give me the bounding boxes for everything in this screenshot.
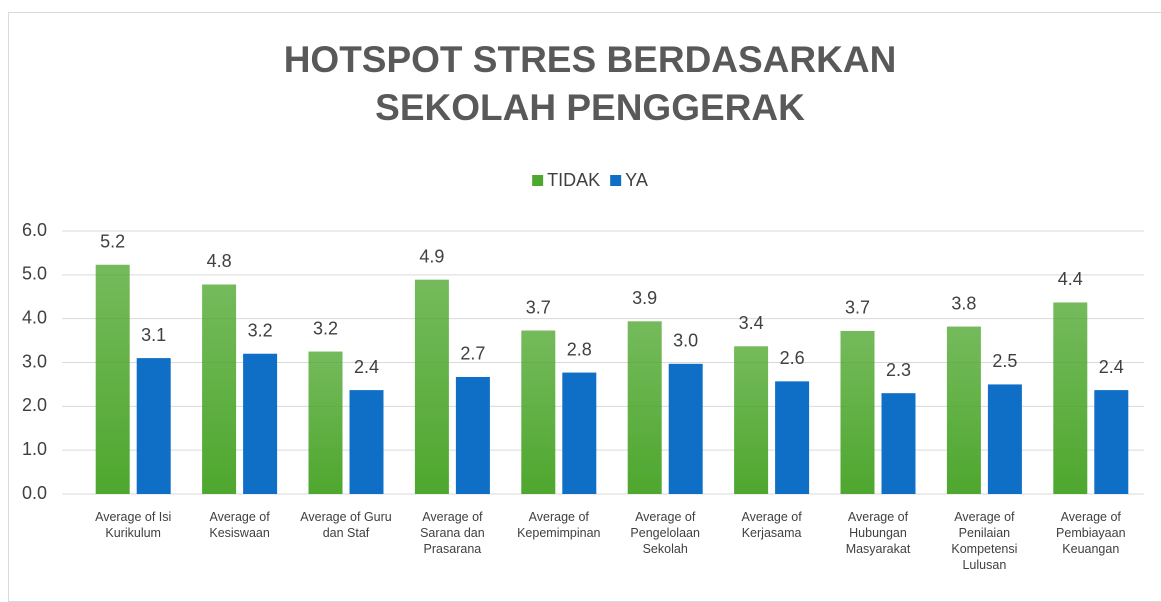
data-label: 3.0	[673, 331, 698, 351]
y-tick-label: 6.0	[22, 220, 47, 240]
y-tick-label: 1.0	[22, 439, 47, 459]
bar	[562, 372, 597, 494]
bar	[414, 279, 449, 494]
bar	[308, 351, 343, 494]
data-label: 2.6	[780, 348, 805, 368]
x-tick-label: Average of Isi Kurikulum	[95, 510, 172, 540]
data-label: 3.7	[845, 298, 870, 318]
x-tick-label: Average of Penilaian Kompetensi Lulusan	[951, 510, 1018, 572]
x-tick-label: Average of Kesiswaan	[209, 510, 270, 540]
data-label: 3.8	[951, 293, 976, 313]
data-label: 3.7	[526, 297, 551, 317]
data-label: 2.5	[992, 351, 1017, 371]
bar	[243, 353, 278, 494]
legend: TIDAK YA	[532, 170, 648, 190]
legend-swatch	[610, 175, 622, 186]
data-label: 3.1	[141, 325, 166, 345]
data-label: 2.3	[886, 360, 911, 380]
bar	[734, 346, 769, 494]
x-tick-label: Average of Pembiayaan Keuangan	[1056, 510, 1126, 556]
y-tick-label: 2.0	[22, 395, 47, 415]
data-label: 3.2	[313, 318, 338, 338]
data-label: 4.4	[1058, 269, 1083, 289]
x-tick-label: Average of Hubungan Masyarakat	[845, 510, 911, 556]
x-tick-label: Average of Guru dan Staf	[300, 510, 392, 540]
data-label: 3.2	[248, 320, 273, 340]
bar	[1094, 390, 1129, 494]
x-tick-label: Average of Kerjasama	[741, 510, 802, 540]
data-label: 2.8	[567, 339, 592, 359]
bar	[202, 284, 237, 494]
bar	[627, 321, 662, 494]
bar	[840, 330, 875, 494]
bar	[668, 363, 703, 494]
bar	[349, 390, 384, 494]
y-tick-label: 5.0	[22, 264, 47, 284]
bar	[881, 393, 916, 494]
y-tick-label: 3.0	[22, 351, 47, 371]
y-tick-label: 4.0	[22, 307, 47, 327]
bar	[455, 376, 490, 494]
x-tick-label: Average of Sarana dan Prasarana	[420, 510, 485, 556]
x-tick-label: Average of Kepemimpinan	[517, 510, 601, 540]
data-label: 4.8	[207, 251, 232, 271]
bar	[136, 358, 171, 494]
chart-title: HOTSPOT STRES BERDASARKAN SEKOLAH PENGGE…	[283, 39, 897, 128]
y-tick-label: 0.0	[22, 483, 47, 503]
data-label: 2.7	[460, 344, 485, 364]
legend-swatch	[532, 175, 544, 186]
bar	[775, 381, 810, 494]
bar	[521, 330, 556, 494]
legend-label: TIDAK	[547, 170, 600, 190]
data-label: 2.4	[1099, 357, 1124, 377]
data-label: 5.2	[100, 232, 125, 252]
legend-label: YA	[625, 170, 648, 190]
data-label: 3.4	[739, 313, 764, 333]
bar	[946, 326, 981, 494]
data-label: 4.9	[419, 246, 444, 266]
bar	[987, 384, 1022, 494]
x-tick-label: Average of Pengelolaan Sekolah	[630, 510, 700, 556]
data-label: 3.9	[632, 288, 657, 308]
bar	[1053, 302, 1088, 494]
bar	[95, 264, 130, 494]
data-label: 2.4	[354, 357, 379, 377]
